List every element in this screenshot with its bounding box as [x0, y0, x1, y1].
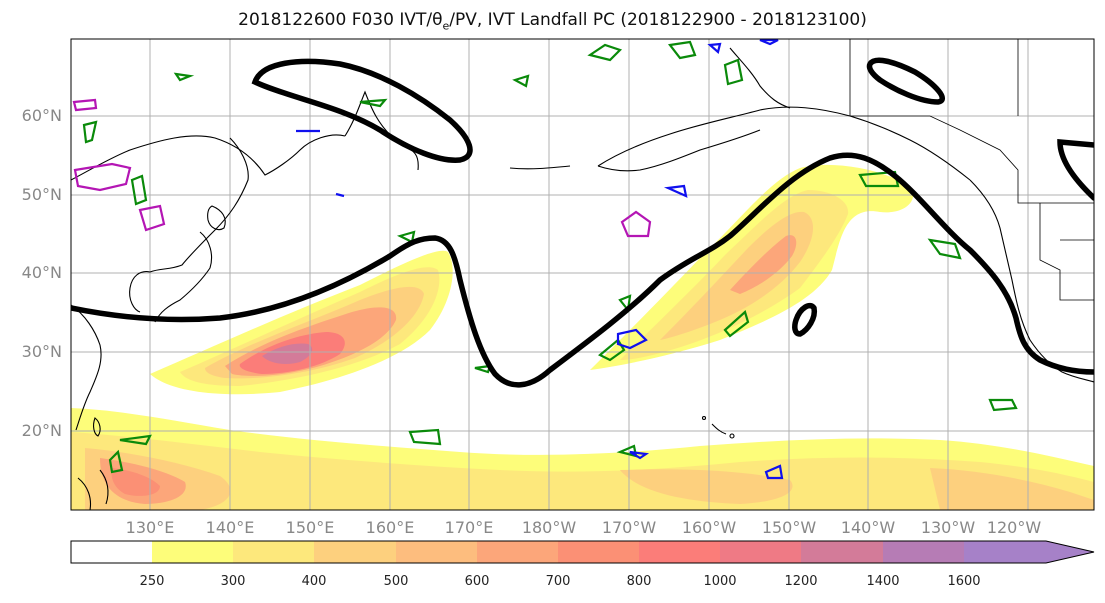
lat-label-40n: 40°N	[21, 263, 62, 282]
lon-label-120w: 120°W	[986, 518, 1042, 537]
pv-contours	[71, 57, 1094, 388]
colorbar-label: 300	[220, 574, 246, 589]
colorbar-label: 500	[383, 574, 409, 589]
lat-label-50n: 50°N	[21, 185, 62, 204]
colorbar-label: 400	[301, 574, 327, 589]
lon-label-180w: 180°W	[521, 518, 577, 537]
borders	[849, 39, 1094, 301]
colorbar-label: 250	[139, 574, 165, 589]
lon-label-140e: 140°E	[205, 518, 255, 537]
colorbar-label: 600	[464, 574, 490, 589]
colorbar-label: 1600	[947, 574, 981, 589]
colorbar-label: 1400	[866, 574, 900, 589]
gridlines	[71, 39, 1094, 510]
colorbar-label: 1000	[703, 574, 737, 589]
lat-label-30n: 30°N	[21, 342, 62, 361]
colorbar-label: 700	[545, 574, 571, 589]
colorbar-label: 800	[626, 574, 652, 589]
lon-label-160e: 160°E	[365, 518, 415, 537]
lat-label-60n: 60°N	[21, 106, 62, 125]
lon-label-150w: 150°W	[761, 518, 817, 537]
lon-label-150e: 150°E	[285, 518, 335, 537]
lon-label-170w: 170°W	[601, 518, 657, 537]
lon-label-140w: 140°W	[840, 518, 896, 537]
lon-label-130e: 130°E	[125, 518, 175, 537]
map-frame	[70, 38, 1095, 511]
lat-label-20n: 20°N	[21, 421, 62, 440]
lon-label-130w: 130°W	[920, 518, 976, 537]
map-title: 2018122600 F030 IVT/θe/PV, IVT Landfall …	[238, 10, 867, 33]
colorbar-label: 1200	[784, 574, 818, 589]
colorbar	[70, 540, 1095, 564]
ivt-shading	[71, 164, 1094, 510]
lon-label-170e: 170°E	[444, 518, 494, 537]
lon-label-160w: 160°W	[681, 518, 737, 537]
